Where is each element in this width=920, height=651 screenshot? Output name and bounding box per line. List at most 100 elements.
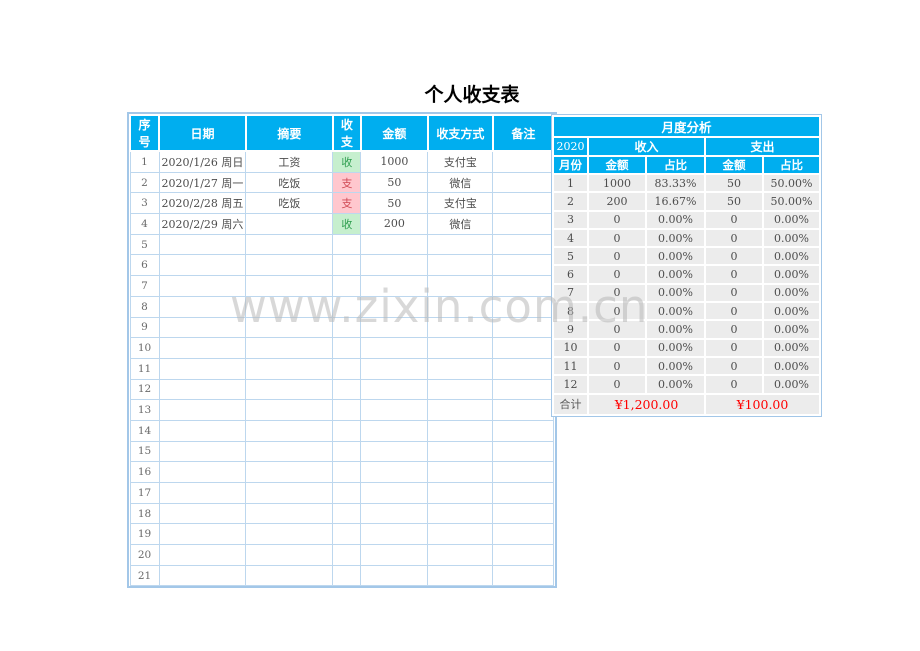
ledger-row: 3 2020/2/28 周五 吃饭支 50 支付宝: [129, 192, 555, 215]
row-number: 20: [129, 544, 160, 566]
row-number: 1: [129, 150, 160, 173]
income-amount-cell: 0: [589, 248, 645, 265]
method-cell: [427, 461, 494, 483]
summary-cell: [245, 233, 334, 256]
ledger-row: 12: [129, 378, 555, 401]
type-cell: [332, 523, 362, 546]
method-cell: [427, 502, 494, 525]
summary-cell: [245, 564, 334, 587]
row-number: 16: [129, 461, 160, 483]
note-cell: [492, 544, 555, 566]
analysis-body: 1 1000 83.33% 50 50.00% 2 200 16.67% 50 50.00% 3 0 0…: [554, 175, 819, 393]
ledger-row: 21: [129, 564, 555, 587]
ledger-row: 5: [129, 233, 555, 256]
row-number: 19: [129, 523, 160, 546]
income-ratio-cell: 0.00%: [647, 321, 704, 338]
row-number: 21: [129, 564, 160, 587]
type-cell: 支: [332, 192, 362, 215]
date-cell: [158, 399, 247, 421]
amount-cell: [360, 419, 429, 442]
col-header-amount: 金额: [359, 114, 429, 152]
row-number: 7: [129, 275, 160, 297]
row-number: 9: [129, 316, 160, 339]
amount-cell: 50: [360, 171, 429, 194]
col-header-method: 收支方式: [426, 114, 494, 152]
note-cell: [492, 461, 555, 483]
type-cell: [332, 295, 362, 318]
ledger-row: 2 2020/1/27 周一 吃饭支 50 微信: [129, 171, 555, 194]
total-label: 合计: [554, 394, 587, 414]
analysis-cols-row: 月份 金额 占比 金额 占比: [554, 157, 819, 173]
col-header-type: 收支: [331, 114, 362, 152]
expense-group-header: 支出: [706, 138, 819, 155]
method-cell: 支付宝: [427, 150, 494, 173]
method-cell: 微信: [427, 213, 494, 235]
note-cell: [492, 171, 555, 194]
ledger-row: 15: [129, 440, 555, 463]
summary-cell: [245, 544, 334, 566]
row-number: 4: [129, 213, 160, 235]
ledger-row: 1 2020/1/26 周日 工资收 1000 支付宝: [129, 150, 555, 173]
method-cell: [427, 316, 494, 339]
month-cell: 10: [554, 339, 587, 356]
expense-amount-cell: 50: [706, 193, 762, 210]
income-amount-cell: 0: [589, 284, 645, 302]
income-ratio-cell: 16.67%: [647, 193, 704, 210]
analysis-total-row: 合计 ¥1,200.00 ¥100.00: [554, 394, 819, 414]
type-cell: [332, 233, 362, 256]
month-cell: 5: [554, 248, 587, 265]
note-cell: [492, 523, 555, 546]
row-number: 18: [129, 502, 160, 525]
method-cell: [427, 419, 494, 442]
type-cell: [332, 564, 362, 587]
amount-cell: [360, 357, 429, 380]
amount-cell: [360, 399, 429, 421]
note-cell: [492, 233, 555, 256]
income-amount-cell: 0: [589, 321, 645, 338]
ledger-row: 20: [129, 544, 555, 566]
note-cell: [492, 399, 555, 421]
col-header-note: 备注: [491, 114, 555, 152]
expense-amount-cell: 0: [706, 321, 762, 338]
note-cell: [492, 192, 555, 215]
method-cell: [427, 254, 494, 277]
date-cell: [158, 233, 247, 256]
income-amount-cell: 0: [589, 211, 645, 228]
summary-cell: [245, 440, 334, 463]
type-cell: [332, 316, 362, 339]
expense-ratio-col-header: 占比: [764, 157, 819, 173]
row-number: 12: [129, 378, 160, 401]
ledger-row: 18: [129, 502, 555, 525]
expense-ratio-cell: 0.00%: [764, 303, 819, 320]
type-cell: 收: [332, 150, 362, 173]
month-cell: 11: [554, 357, 587, 375]
analysis-row: 7 0 0.00% 0 0.00%: [554, 284, 819, 302]
ledger-row: 6: [129, 254, 555, 277]
method-cell: [427, 357, 494, 380]
income-amount-cell: 0: [589, 303, 645, 320]
method-cell: [427, 523, 494, 546]
expense-amount-cell: 50: [706, 175, 762, 192]
income-amount-cell: 0: [589, 357, 645, 375]
type-cell: [332, 275, 362, 297]
income-amount-cell: 1000: [589, 175, 645, 192]
summary-cell: [245, 337, 334, 359]
expense-amount-cell: 0: [706, 229, 762, 247]
amount-cell: [360, 461, 429, 483]
analysis-row: 12 0 0.00% 0 0.00%: [554, 376, 819, 393]
row-number: 5: [129, 233, 160, 256]
row-number: 11: [129, 357, 160, 380]
summary-cell: [245, 461, 334, 483]
type-cell: [332, 544, 362, 566]
type-cell: [332, 502, 362, 525]
month-cell: 6: [554, 266, 587, 283]
income-ratio-cell: 0.00%: [647, 248, 704, 265]
method-cell: [427, 482, 494, 504]
date-cell: [158, 275, 247, 297]
month-cell: 1: [554, 175, 587, 192]
row-number: 3: [129, 192, 160, 215]
type-cell: [332, 482, 362, 504]
income-amount-cell: 0: [589, 339, 645, 356]
analysis-table: 月度分析 2020 收入 支出 月份 金额 占比 金额 占比 1 1000 83.3…: [551, 114, 822, 417]
method-cell: [427, 440, 494, 463]
